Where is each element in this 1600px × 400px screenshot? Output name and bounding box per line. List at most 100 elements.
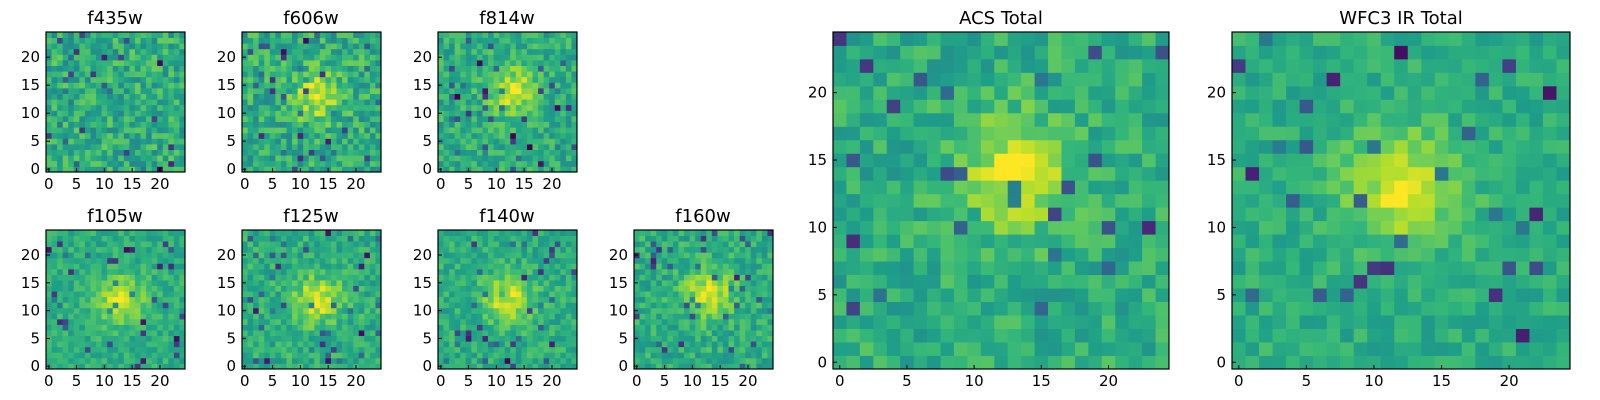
heatmap-cell: [482, 116, 489, 122]
heatmap-cell: [482, 82, 489, 89]
heatmap-cell: [253, 65, 260, 72]
heatmap-cell: [543, 104, 550, 111]
heatmap-cell: [994, 153, 1009, 168]
heatmap-cell: [258, 110, 265, 117]
heatmap-cell: [264, 132, 271, 139]
heatmap-cell: [325, 149, 332, 156]
heatmap-cell: [173, 121, 180, 128]
heatmap-cell: [554, 263, 561, 270]
heatmap-cell: [538, 144, 545, 150]
heatmap-cell: [953, 220, 968, 235]
heatmap-cell: [342, 230, 349, 236]
heatmap-cell: [179, 82, 186, 89]
heatmap-cell: [353, 302, 360, 309]
heatmap-cell: [146, 71, 153, 78]
heatmap-cell: [526, 48, 533, 55]
heatmap-cell: [549, 88, 556, 94]
heatmap-cell: [242, 71, 248, 78]
heatmap-cell: [84, 43, 91, 50]
heatmap-cell: [833, 112, 847, 127]
heatmap-cell: [253, 138, 260, 145]
heatmap-cell: [297, 71, 304, 78]
heatmap-cell: [493, 43, 500, 50]
heatmap-cell: [375, 144, 382, 150]
heatmap-cell: [242, 93, 248, 100]
heatmap-cell: [151, 263, 158, 270]
heatmap-cell: [358, 230, 365, 236]
heatmap-cell: [57, 43, 64, 50]
heatmap-cell: [1074, 207, 1089, 222]
heatmap-cell: [689, 235, 696, 242]
heatmap-cell: [364, 357, 371, 364]
heatmap-cell: [292, 149, 298, 156]
heatmap-cell: [168, 352, 175, 359]
heatmap-cell: [347, 149, 354, 156]
heatmap-cell: [460, 307, 467, 314]
heatmap-cell: [504, 121, 511, 128]
heatmap-cell: [645, 274, 652, 281]
heatmap-cell: [51, 60, 58, 66]
heatmap-cell: [96, 246, 102, 253]
heatmap-cell: [151, 252, 158, 259]
heatmap-cell: [767, 235, 774, 242]
heatmap-cell: [833, 315, 847, 329]
heatmap-cell: [543, 144, 550, 150]
heatmap-cell: [369, 235, 376, 242]
y-tick-label: 5: [226, 329, 236, 347]
heatmap-cell: [493, 307, 500, 314]
heatmap-cell: [554, 104, 561, 111]
heatmap-cell: [173, 76, 180, 83]
heatmap-cell: [645, 341, 652, 348]
heatmap-cell: [639, 280, 646, 286]
heatmap-cell: [700, 307, 707, 314]
heatmap-cell: [62, 363, 69, 370]
heatmap-cell: [711, 268, 718, 275]
heatmap-cell: [634, 352, 640, 359]
heatmap-cell: [264, 71, 271, 78]
heatmap-cell: [303, 263, 310, 270]
heatmap-cell: [1142, 274, 1156, 289]
heatmap-cell: [308, 71, 315, 78]
heatmap-cell: [79, 357, 86, 364]
heatmap-cell: [157, 341, 164, 348]
heatmap-cell: [325, 307, 332, 314]
heatmap-cell: [179, 280, 186, 286]
heatmap-cell: [639, 313, 646, 320]
heatmap-cell: [286, 166, 293, 173]
heatmap-cell: [162, 76, 169, 83]
heatmap-cell: [1034, 139, 1049, 154]
heatmap-cell: [515, 82, 522, 89]
heatmap-cell: [493, 155, 500, 162]
heatmap-cell: [521, 263, 528, 270]
heatmap-cell: [460, 324, 467, 331]
heatmap-cell: [275, 65, 282, 72]
heatmap-cell: [695, 296, 702, 303]
heatmap-cell: [162, 166, 169, 173]
plot-frame: [633, 229, 774, 370]
heatmap-cell: [661, 330, 668, 337]
heatmap-cell: [264, 65, 271, 72]
heatmap-cell: [488, 54, 494, 61]
heatmap-cell: [460, 166, 467, 173]
heatmap-cell: [728, 257, 735, 264]
heatmap-cell: [482, 138, 489, 145]
heatmap-cell: [482, 246, 489, 253]
heatmap-cell: [521, 357, 528, 364]
heatmap-cell: [1061, 220, 1076, 235]
heatmap-cell: [554, 138, 561, 145]
heatmap-cell: [62, 263, 69, 270]
heatmap-cell: [900, 153, 915, 168]
heatmap-cell: [258, 335, 265, 342]
heatmap-cell: [179, 274, 186, 281]
heatmap-cell: [330, 93, 337, 100]
heatmap-cell: [173, 166, 180, 173]
heatmap-cell: [264, 160, 271, 167]
heatmap-cell: [526, 82, 533, 89]
heatmap-cell: [684, 296, 690, 303]
heatmap-cell: [927, 355, 941, 370]
heatmap-cell: [375, 252, 382, 259]
heatmap-cell: [684, 235, 690, 242]
heatmap-cell: [364, 291, 371, 298]
heatmap-cell: [292, 296, 298, 303]
